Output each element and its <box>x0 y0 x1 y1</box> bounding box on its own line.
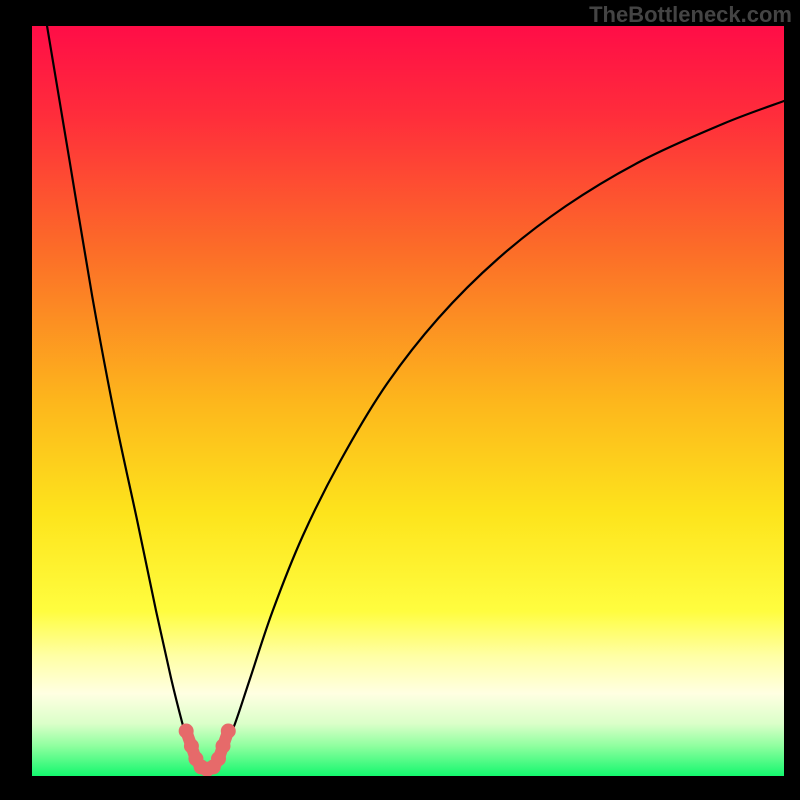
bottleneck-u-marker <box>221 724 236 739</box>
chart-container: TheBottleneck.com <box>0 0 800 800</box>
bottleneck-u-marker <box>184 739 199 754</box>
bottleneck-u-marker <box>179 724 194 739</box>
bottleneck-u-marker <box>211 751 226 766</box>
right-curve <box>224 101 784 750</box>
left-curve <box>47 26 190 750</box>
chart-svg <box>0 0 800 800</box>
plot-area <box>47 26 784 777</box>
bottleneck-u-marker <box>216 739 231 754</box>
